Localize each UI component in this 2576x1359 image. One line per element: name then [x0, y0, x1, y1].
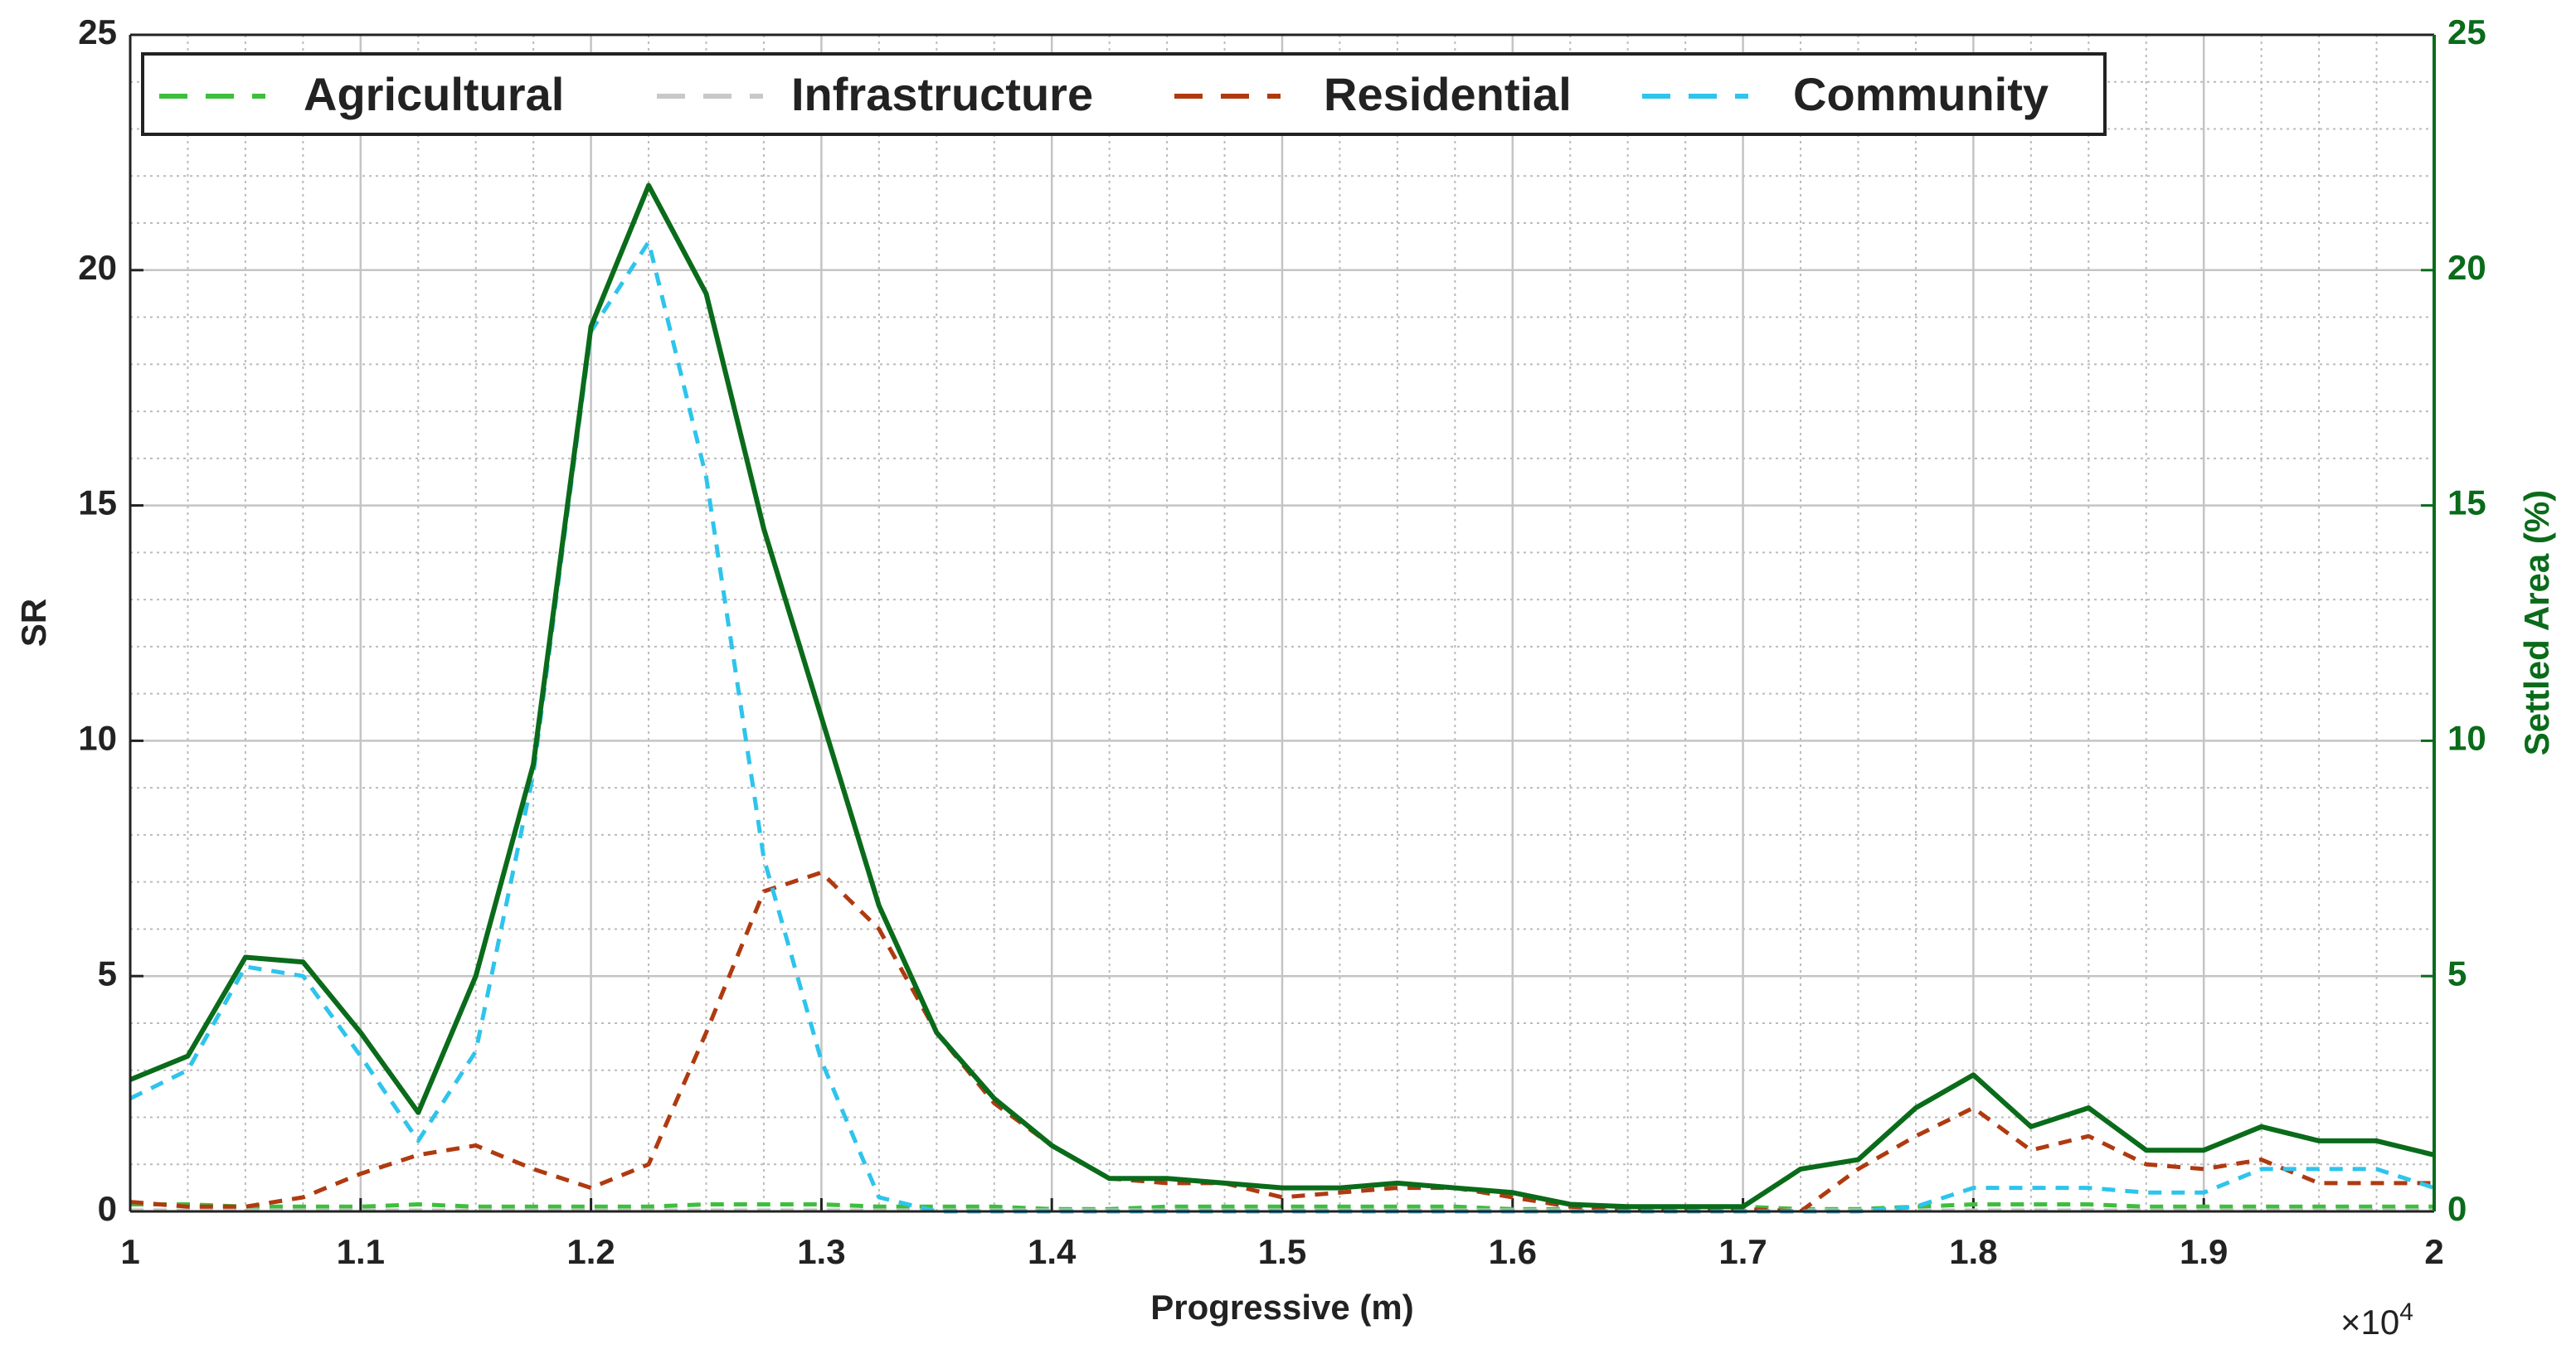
x-tick-label: 1.3 [797, 1232, 845, 1271]
x-tick-label: 2 [2424, 1232, 2443, 1271]
y-tick-label: 10 [78, 718, 117, 757]
x-multiplier: ×104 [2340, 1298, 2413, 1342]
x-tick-label: 1.7 [1718, 1232, 1767, 1271]
x-tick-label: 1.4 [1028, 1232, 1077, 1271]
y2-tick-label: 20 [2447, 248, 2486, 287]
x-tick-label: 1 [120, 1232, 139, 1271]
y2-tick-label: 5 [2447, 954, 2467, 993]
y-tick-label: 5 [98, 954, 117, 993]
series-line [130, 1202, 2434, 1211]
x-tick-label: 1.6 [1489, 1232, 1537, 1271]
y2-tick-label: 15 [2447, 483, 2486, 522]
y2-tick-label: 0 [2447, 1189, 2467, 1228]
legend-box [141, 52, 2107, 136]
x-tick-label: 1.5 [1258, 1232, 1306, 1271]
x-tick-label: 1.2 [566, 1232, 615, 1271]
y-tick-label: 0 [98, 1189, 117, 1228]
x-tick-label: 1.1 [337, 1232, 385, 1271]
legend-label: Community [1793, 68, 2049, 120]
series-line [129, 870, 2434, 1214]
y2-tick-label: 10 [2447, 718, 2486, 757]
legend-label: Infrastructure [791, 68, 1093, 120]
series-line [129, 182, 2435, 1210]
legend: Agricultural Infrastructure Residential Com… [141, 52, 2107, 136]
y-tick-label: 15 [78, 483, 117, 522]
y-axis-label: SR [14, 599, 53, 647]
x-tick-label: 1.8 [1949, 1232, 1997, 1271]
legend-label: Agricultural [304, 68, 564, 120]
legend-label: Residential [1324, 68, 1572, 120]
y2-axis-label: Settled Area (%) [2517, 490, 2556, 756]
x-axis-label: Progressive (m) [1150, 1288, 1413, 1327]
y-tick-label: 20 [78, 248, 117, 287]
y2-tick-label: 25 [2447, 12, 2486, 51]
y-tick-label: 25 [78, 12, 117, 51]
x-tick-label: 1.9 [2180, 1232, 2228, 1271]
x-multiplier-base: ×10 [2340, 1303, 2399, 1342]
x-multiplier-exponent: 4 [2399, 1298, 2413, 1326]
